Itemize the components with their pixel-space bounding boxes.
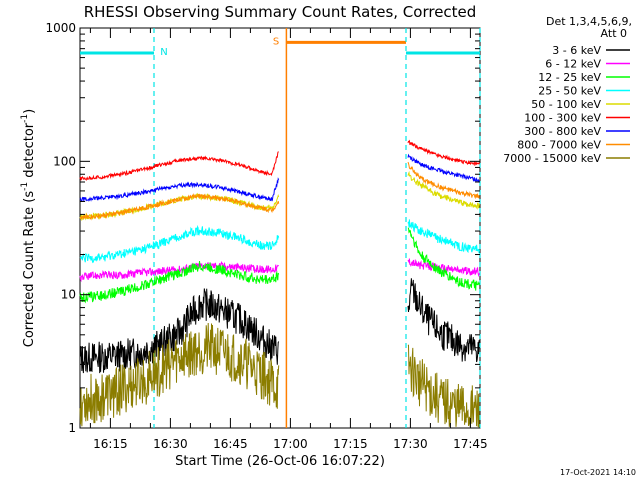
- legend-label: 25 - 50 keV: [538, 85, 601, 98]
- series-line: [407, 344, 480, 428]
- legend-label: 7000 - 15000 keV: [503, 152, 601, 165]
- marker-label: N: [160, 47, 167, 58]
- marker-label: S: [273, 36, 279, 47]
- x-axis-ticks: 16:15 16:30 16:45 17:00 17:15 17:30 17:45: [89, 28, 488, 451]
- x-tick-label: 16:15: [93, 437, 128, 451]
- footer-timestamp: 17-Oct-2021 14:10: [560, 468, 636, 477]
- legend-label: 100 - 300 keV: [524, 112, 601, 125]
- series-line: [407, 161, 480, 200]
- series-line: [407, 139, 480, 167]
- x-tick-label: 17:00: [273, 437, 308, 451]
- series-line: [407, 258, 480, 278]
- series-line: [407, 278, 480, 363]
- y-axis-label-exponent: -1: [20, 114, 30, 123]
- series-line: [79, 288, 280, 374]
- legend-header: Det 1,3,4,5,6,9,: [546, 15, 632, 28]
- series-line: [407, 153, 480, 183]
- x-tick-label: 17:15: [333, 437, 368, 451]
- marker-layer: NS: [80, 28, 481, 428]
- legend-label: 800 - 7000 keV: [517, 139, 601, 152]
- y-axis-label-part: Corrected Count Rate (s: [22, 191, 37, 348]
- legend-label: 50 - 100 keV: [531, 98, 601, 111]
- chart-title: RHESSI Observing Summary Count Rates, Co…: [84, 3, 477, 21]
- y-tick-label: 10: [61, 288, 76, 302]
- y-axis-ticks: 1 10 100 1000: [45, 21, 480, 435]
- x-tick-label: 16:45: [213, 437, 248, 451]
- series-line: [79, 193, 280, 221]
- legend-label: 6 - 12 keV: [545, 58, 601, 71]
- legend-label: 3 - 6 keV: [552, 44, 601, 57]
- legend-header: Att 0: [601, 27, 627, 40]
- series-line: [79, 261, 280, 283]
- x-tick-label: 16:30: [153, 437, 188, 451]
- series-line: [407, 227, 480, 291]
- series-line: [79, 177, 280, 202]
- series-line: [407, 170, 480, 210]
- y-tick-label: 1: [68, 421, 76, 435]
- series-line: [407, 219, 480, 254]
- series-line: [79, 260, 280, 304]
- x-axis-label: Start Time (26-Oct-06 16:07:22): [175, 454, 385, 469]
- series-line: [79, 322, 280, 427]
- series-line: [79, 151, 279, 182]
- legend-label: 300 - 800 keV: [524, 125, 601, 138]
- y-axis-label-exponent: -1: [20, 182, 30, 191]
- x-tick-label: 17:45: [453, 437, 488, 451]
- y-tick-label: 100: [53, 154, 76, 168]
- series-line: [79, 224, 280, 264]
- legend-label: 12 - 25 keV: [538, 71, 601, 84]
- y-axis-label-part: detector: [22, 122, 37, 182]
- series-layer: [79, 139, 480, 428]
- y-axis-label: Corrected Count Rate (s-1 detector-1): [20, 109, 37, 347]
- y-tick-label: 1000: [45, 21, 76, 35]
- y-axis-label-part: ): [22, 109, 37, 114]
- x-tick-label: 17:30: [393, 437, 428, 451]
